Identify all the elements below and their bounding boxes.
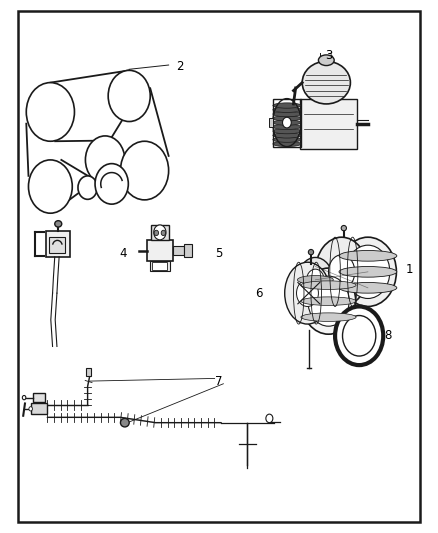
- Bar: [147, 240, 173, 261]
- Ellipse shape: [297, 280, 318, 306]
- Ellipse shape: [22, 395, 26, 400]
- Ellipse shape: [273, 107, 301, 112]
- Ellipse shape: [266, 414, 273, 423]
- Bar: [184, 244, 192, 257]
- Ellipse shape: [315, 237, 368, 306]
- Bar: [31, 403, 47, 414]
- Ellipse shape: [308, 276, 349, 326]
- Ellipse shape: [301, 297, 356, 305]
- Ellipse shape: [273, 124, 301, 130]
- Ellipse shape: [283, 117, 291, 128]
- Ellipse shape: [285, 262, 330, 324]
- Bar: [300, 99, 357, 149]
- Ellipse shape: [346, 245, 390, 298]
- Ellipse shape: [343, 316, 376, 356]
- Text: 1: 1: [406, 263, 413, 276]
- Ellipse shape: [26, 83, 74, 141]
- Bar: [33, 393, 45, 402]
- Ellipse shape: [108, 70, 150, 122]
- Ellipse shape: [29, 407, 32, 411]
- Text: 3: 3: [325, 50, 332, 62]
- Ellipse shape: [301, 281, 356, 289]
- Ellipse shape: [335, 306, 383, 365]
- Ellipse shape: [95, 164, 128, 204]
- Ellipse shape: [85, 136, 125, 184]
- Ellipse shape: [273, 137, 301, 142]
- Ellipse shape: [161, 230, 166, 236]
- Ellipse shape: [297, 276, 333, 284]
- Text: 4: 4: [119, 247, 127, 260]
- Bar: [152, 262, 167, 270]
- Text: 6: 6: [254, 287, 262, 300]
- Ellipse shape: [55, 221, 62, 227]
- Ellipse shape: [339, 251, 397, 261]
- Ellipse shape: [273, 103, 301, 108]
- Ellipse shape: [273, 128, 301, 134]
- Ellipse shape: [28, 160, 72, 213]
- Ellipse shape: [339, 282, 397, 293]
- Ellipse shape: [341, 225, 346, 231]
- Text: 8: 8: [384, 329, 391, 342]
- Text: 5: 5: [215, 247, 223, 260]
- Ellipse shape: [273, 111, 301, 117]
- Bar: [273, 99, 301, 147]
- Bar: [269, 118, 273, 127]
- Ellipse shape: [339, 266, 397, 277]
- Ellipse shape: [308, 249, 314, 255]
- Text: 7: 7: [215, 375, 223, 387]
- Ellipse shape: [273, 141, 301, 147]
- Ellipse shape: [120, 418, 129, 427]
- Bar: [173, 246, 184, 255]
- Ellipse shape: [328, 255, 355, 289]
- Ellipse shape: [302, 61, 350, 104]
- Ellipse shape: [78, 176, 97, 199]
- Bar: [151, 225, 169, 240]
- Ellipse shape: [339, 237, 396, 306]
- Ellipse shape: [273, 116, 301, 121]
- Ellipse shape: [301, 268, 356, 334]
- Bar: [86, 368, 91, 376]
- Bar: [49, 237, 65, 253]
- Ellipse shape: [154, 225, 166, 240]
- Bar: [150, 261, 170, 271]
- Ellipse shape: [307, 269, 324, 290]
- Bar: [46, 231, 70, 257]
- Text: 2: 2: [176, 60, 184, 73]
- Ellipse shape: [318, 55, 334, 66]
- Ellipse shape: [298, 257, 333, 302]
- Ellipse shape: [301, 313, 356, 321]
- Ellipse shape: [273, 133, 301, 138]
- Ellipse shape: [273, 120, 301, 125]
- Ellipse shape: [154, 230, 159, 236]
- Ellipse shape: [120, 141, 169, 200]
